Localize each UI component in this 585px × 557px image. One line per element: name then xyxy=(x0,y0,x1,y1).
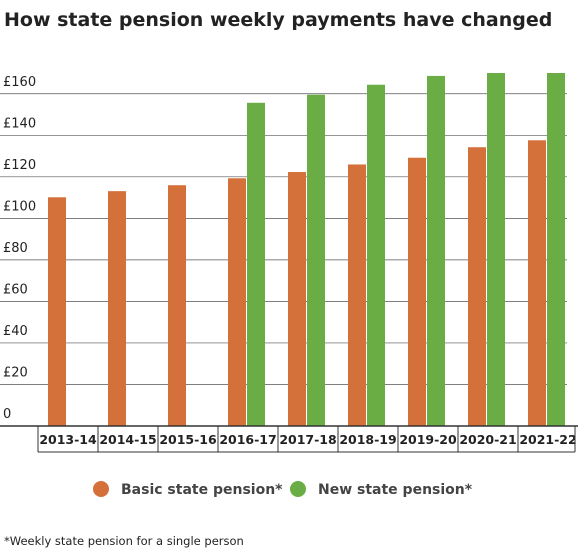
bar xyxy=(228,178,246,426)
legend-swatch xyxy=(93,481,109,497)
y-tick-label: £40 xyxy=(3,324,28,339)
bar xyxy=(547,73,565,426)
bar xyxy=(48,197,66,426)
bar xyxy=(307,94,325,426)
legend-label: New state pension* xyxy=(318,482,473,498)
bar xyxy=(168,185,186,426)
bar xyxy=(427,75,445,427)
y-tick-label: 0 xyxy=(3,407,11,422)
x-tick-label: 2017-18 xyxy=(279,432,336,447)
x-tick-label: 2018-19 xyxy=(339,432,396,447)
x-tick-label: 2019-20 xyxy=(399,432,457,447)
x-tick-label: 2020-21 xyxy=(459,432,516,447)
legend-swatch xyxy=(290,481,306,497)
y-tick-label: £160 xyxy=(3,75,36,90)
x-tick-label: 2015-16 xyxy=(159,432,217,447)
bar xyxy=(288,172,306,426)
y-tick-label: £20 xyxy=(3,365,28,380)
bar xyxy=(348,164,366,426)
bar xyxy=(528,140,546,426)
bar xyxy=(108,191,126,426)
bar xyxy=(367,84,385,426)
bar xyxy=(468,147,486,426)
y-tick-label: £100 xyxy=(3,199,36,214)
x-tick-label: 2021-22 xyxy=(519,432,576,447)
y-tick-label: £60 xyxy=(3,282,28,297)
chart-title: How state pension weekly payments have c… xyxy=(4,9,552,31)
bar xyxy=(247,102,265,426)
footnote: *Weekly state pension for a single perso… xyxy=(4,534,244,548)
y-tick-label: £80 xyxy=(3,241,28,256)
legend-label: Basic state pension* xyxy=(121,482,283,498)
x-tick-label: 2013-14 xyxy=(39,432,97,447)
x-tick-label: 2014-15 xyxy=(99,432,156,447)
bar xyxy=(487,73,505,426)
bar xyxy=(408,157,426,426)
x-tick-label: 2016-17 xyxy=(219,432,276,447)
y-tick-label: £120 xyxy=(3,158,36,173)
y-tick-label: £140 xyxy=(3,116,36,131)
